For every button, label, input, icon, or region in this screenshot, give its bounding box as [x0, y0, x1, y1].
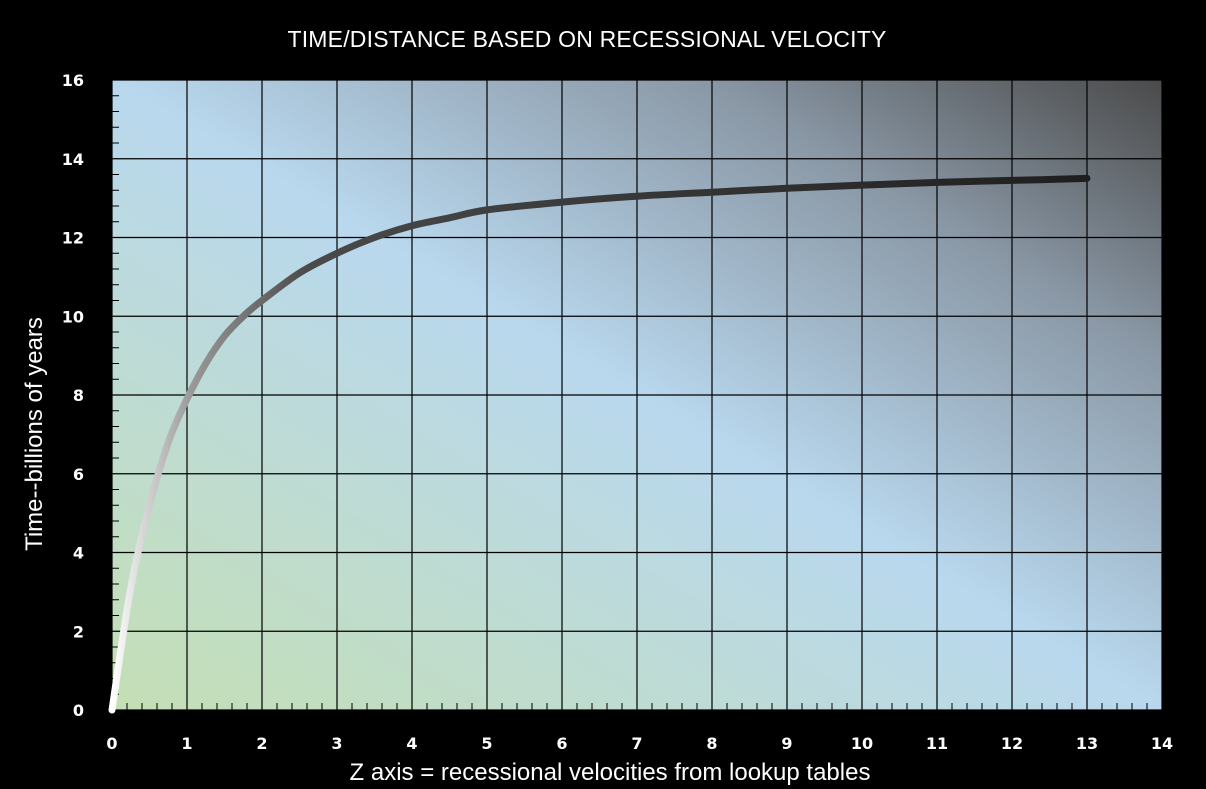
y-tick-label: 0: [73, 701, 84, 720]
x-tick-label: 8: [706, 734, 717, 753]
x-tick-label: 12: [1001, 734, 1023, 753]
y-tick-label: 14: [62, 150, 84, 169]
x-tick-label: 6: [556, 734, 567, 753]
x-tick-label: 2: [256, 734, 267, 753]
x-tick-label: 14: [1151, 734, 1173, 753]
y-tick-label: 10: [62, 307, 84, 326]
series: [108, 174, 1091, 714]
x-tick-label: 11: [926, 734, 948, 753]
x-axis-ticks: 0 1 2 3 4 5 6 7 8 9 10 11 12 13 14: [106, 734, 1173, 753]
y-tick-label: 12: [62, 229, 84, 248]
x-tick-label: 9: [781, 734, 792, 753]
x-tick-label: 3: [331, 734, 342, 753]
x-tick-label: 1: [181, 734, 192, 753]
y-tick-label: 8: [73, 386, 84, 405]
x-tick-label: 0: [106, 734, 117, 753]
y-tick-label: 16: [62, 71, 84, 90]
x-axis-label: Z axis = recessional velocities from loo…: [350, 759, 871, 786]
y-tick-label: 2: [73, 622, 84, 641]
x-tick-label: 10: [851, 734, 873, 753]
series-line: [108, 174, 1091, 714]
x-tick-label: 4: [406, 734, 417, 753]
x-tick-label: 7: [631, 734, 642, 753]
y-tick-label: 4: [73, 544, 84, 563]
y-axis-ticks: 0 2 4 6 8 10 12 14 16: [62, 71, 84, 720]
x-tick-label: 5: [481, 734, 492, 753]
grid: [111, 79, 1163, 711]
chart-title: TIME/DISTANCE BASED ON RECESSIONAL VELOC…: [287, 26, 886, 52]
y-tick-label: 6: [73, 465, 84, 484]
y-axis-label: Time--billions of years: [21, 317, 48, 551]
x-tick-label: 13: [1076, 734, 1098, 753]
